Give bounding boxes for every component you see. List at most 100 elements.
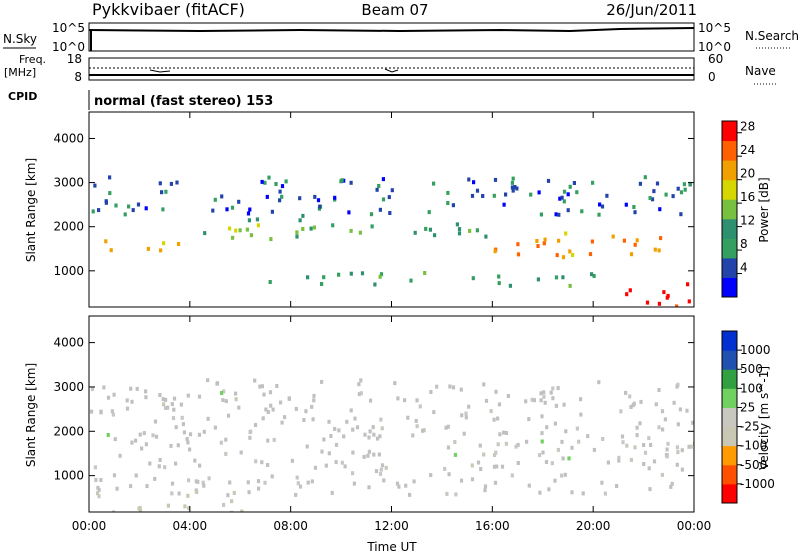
velocity-cell-f0 xyxy=(462,431,466,436)
velocity-cell-f0 xyxy=(500,464,505,469)
velocity-cell-f0 xyxy=(367,485,371,490)
power-cell-f5 xyxy=(536,277,540,282)
power-cell-f3 xyxy=(543,237,547,242)
time-axis-label: Time UT xyxy=(366,540,417,554)
velocity-cell-f0 xyxy=(492,464,497,469)
power-cell-f4 xyxy=(529,192,533,197)
velocity-cell-f0 xyxy=(102,385,106,390)
velocity-cell-f0 xyxy=(172,396,177,401)
velocity-cell-f0 xyxy=(415,398,419,403)
velocity-cell-f0 xyxy=(106,395,111,400)
power-cell-f4 xyxy=(451,203,455,208)
velocity-cell-f0 xyxy=(464,411,468,416)
velocity-cell-f0 xyxy=(380,463,385,468)
power-scatter xyxy=(91,175,692,307)
power-cell-f4 xyxy=(318,204,322,209)
velocity-cell-f0 xyxy=(161,397,165,402)
velocity-cell-f0 xyxy=(247,490,251,495)
velocity-cell-f0 xyxy=(222,389,226,394)
velocity-cell-f0 xyxy=(379,417,383,422)
velocity-cell-f0 xyxy=(342,434,346,439)
power-cell-f2 xyxy=(475,228,479,233)
power-cell-f6 xyxy=(628,288,632,293)
velocity-cell-f0 xyxy=(140,446,144,451)
velocity-cell-f0 xyxy=(280,420,284,425)
power-cell-f4 xyxy=(333,195,337,200)
velocity-cell-f0 xyxy=(134,438,138,443)
velocity-cell-f0 xyxy=(665,447,669,452)
velocity-cell-f0 xyxy=(649,443,653,447)
xtick-label-1: 04:00 xyxy=(173,519,208,533)
velocity-cell-f0 xyxy=(158,457,162,462)
power-cell-f4 xyxy=(580,209,584,214)
power-cell-f4 xyxy=(562,189,567,194)
velocity-cell-f0 xyxy=(384,465,388,470)
velocity-cell-f0 xyxy=(275,384,279,388)
velocity-cell-f0 xyxy=(268,390,273,395)
velocity-cell-f0 xyxy=(166,405,170,410)
power-cell-f4 xyxy=(280,194,284,199)
velocity-cell-f0 xyxy=(663,417,667,422)
velocity-cell-f0 xyxy=(382,478,386,483)
velocity-cell-f0 xyxy=(266,463,270,467)
power-cell-f4 xyxy=(381,177,385,182)
velocity-cell-f0 xyxy=(448,384,452,389)
velocity-cell-f0 xyxy=(652,459,657,464)
power-cell-f4 xyxy=(161,207,165,212)
cpid-text: normal (fast stereo) 153 xyxy=(94,94,273,109)
velocity-cell-f0 xyxy=(372,432,376,437)
velocity-cell-f0 xyxy=(395,481,400,486)
power-cell-f2 xyxy=(484,234,488,239)
velocity-cell-f0 xyxy=(340,460,344,465)
power-cell-f3 xyxy=(657,248,661,253)
velocity-panel: 1000 2000 3000 4000 Slant Range [km] 00:00 0… xyxy=(24,315,711,554)
velocity-cell-f0 xyxy=(494,389,498,394)
velocity-cell-f0 xyxy=(403,398,407,403)
velocity-cell-f0 xyxy=(151,433,155,438)
power-cell-f4 xyxy=(475,188,480,193)
power-cell-f4 xyxy=(230,205,235,210)
velocity-cell-f0 xyxy=(188,447,192,452)
velocity-cell-f2 xyxy=(170,491,174,496)
velocity-cell-f0 xyxy=(561,456,565,461)
power-cell-f6 xyxy=(645,300,650,305)
velocity-cell-f0 xyxy=(369,398,373,403)
power-cell-f5 xyxy=(508,283,512,288)
velocity-cell-f0 xyxy=(542,394,546,399)
xtick-label-0: 00:00 xyxy=(72,519,107,533)
power-cell-f4 xyxy=(467,177,471,182)
velocity-cell-f1 xyxy=(647,436,651,441)
power-cell-f4 xyxy=(164,189,168,194)
power-cell-f4 xyxy=(650,197,655,202)
velocity-cell-f0 xyxy=(539,398,543,403)
power-cell-f2 xyxy=(413,230,417,235)
power-cell-f6 xyxy=(666,293,670,298)
power-cell-f4 xyxy=(655,181,660,186)
velocity-cell-f0 xyxy=(454,492,458,497)
xtick-label-5: 20:00 xyxy=(576,519,611,533)
velocity-cell-f0 xyxy=(144,395,148,400)
station-title: Pykkvibaer (fitACF) xyxy=(92,0,245,19)
velocity-colorbar-tick: -25 xyxy=(740,420,760,434)
power-cell-f4 xyxy=(682,182,686,187)
power-cell-f4 xyxy=(378,207,382,212)
velocity-cell-f0 xyxy=(527,483,531,488)
power-cell-f4 xyxy=(270,209,274,214)
velocity-cell-f0 xyxy=(90,387,95,392)
velocity-cell-f0 xyxy=(560,473,564,478)
power-cell-f2 xyxy=(370,224,374,229)
velocity-colorbar-label: Velocity [m s^-1] xyxy=(757,366,771,470)
power-cell-f1 xyxy=(269,237,273,242)
velocity-cell-f2 xyxy=(166,503,170,508)
power-cell-f4 xyxy=(504,192,508,197)
power-cell-f5 xyxy=(378,274,382,279)
velocity-cell-f0 xyxy=(497,402,502,407)
velocity-cell-f0 xyxy=(257,486,261,491)
velocity-cell-f0 xyxy=(202,429,206,434)
nsky-trace xyxy=(88,27,695,33)
velocity-cell-f0 xyxy=(478,443,482,448)
velocity-cell-f0 xyxy=(351,471,355,476)
power-cell-f3 xyxy=(557,238,561,243)
power-cell-f4 xyxy=(652,189,656,194)
power-colorbar-tick: 20 xyxy=(740,167,755,181)
